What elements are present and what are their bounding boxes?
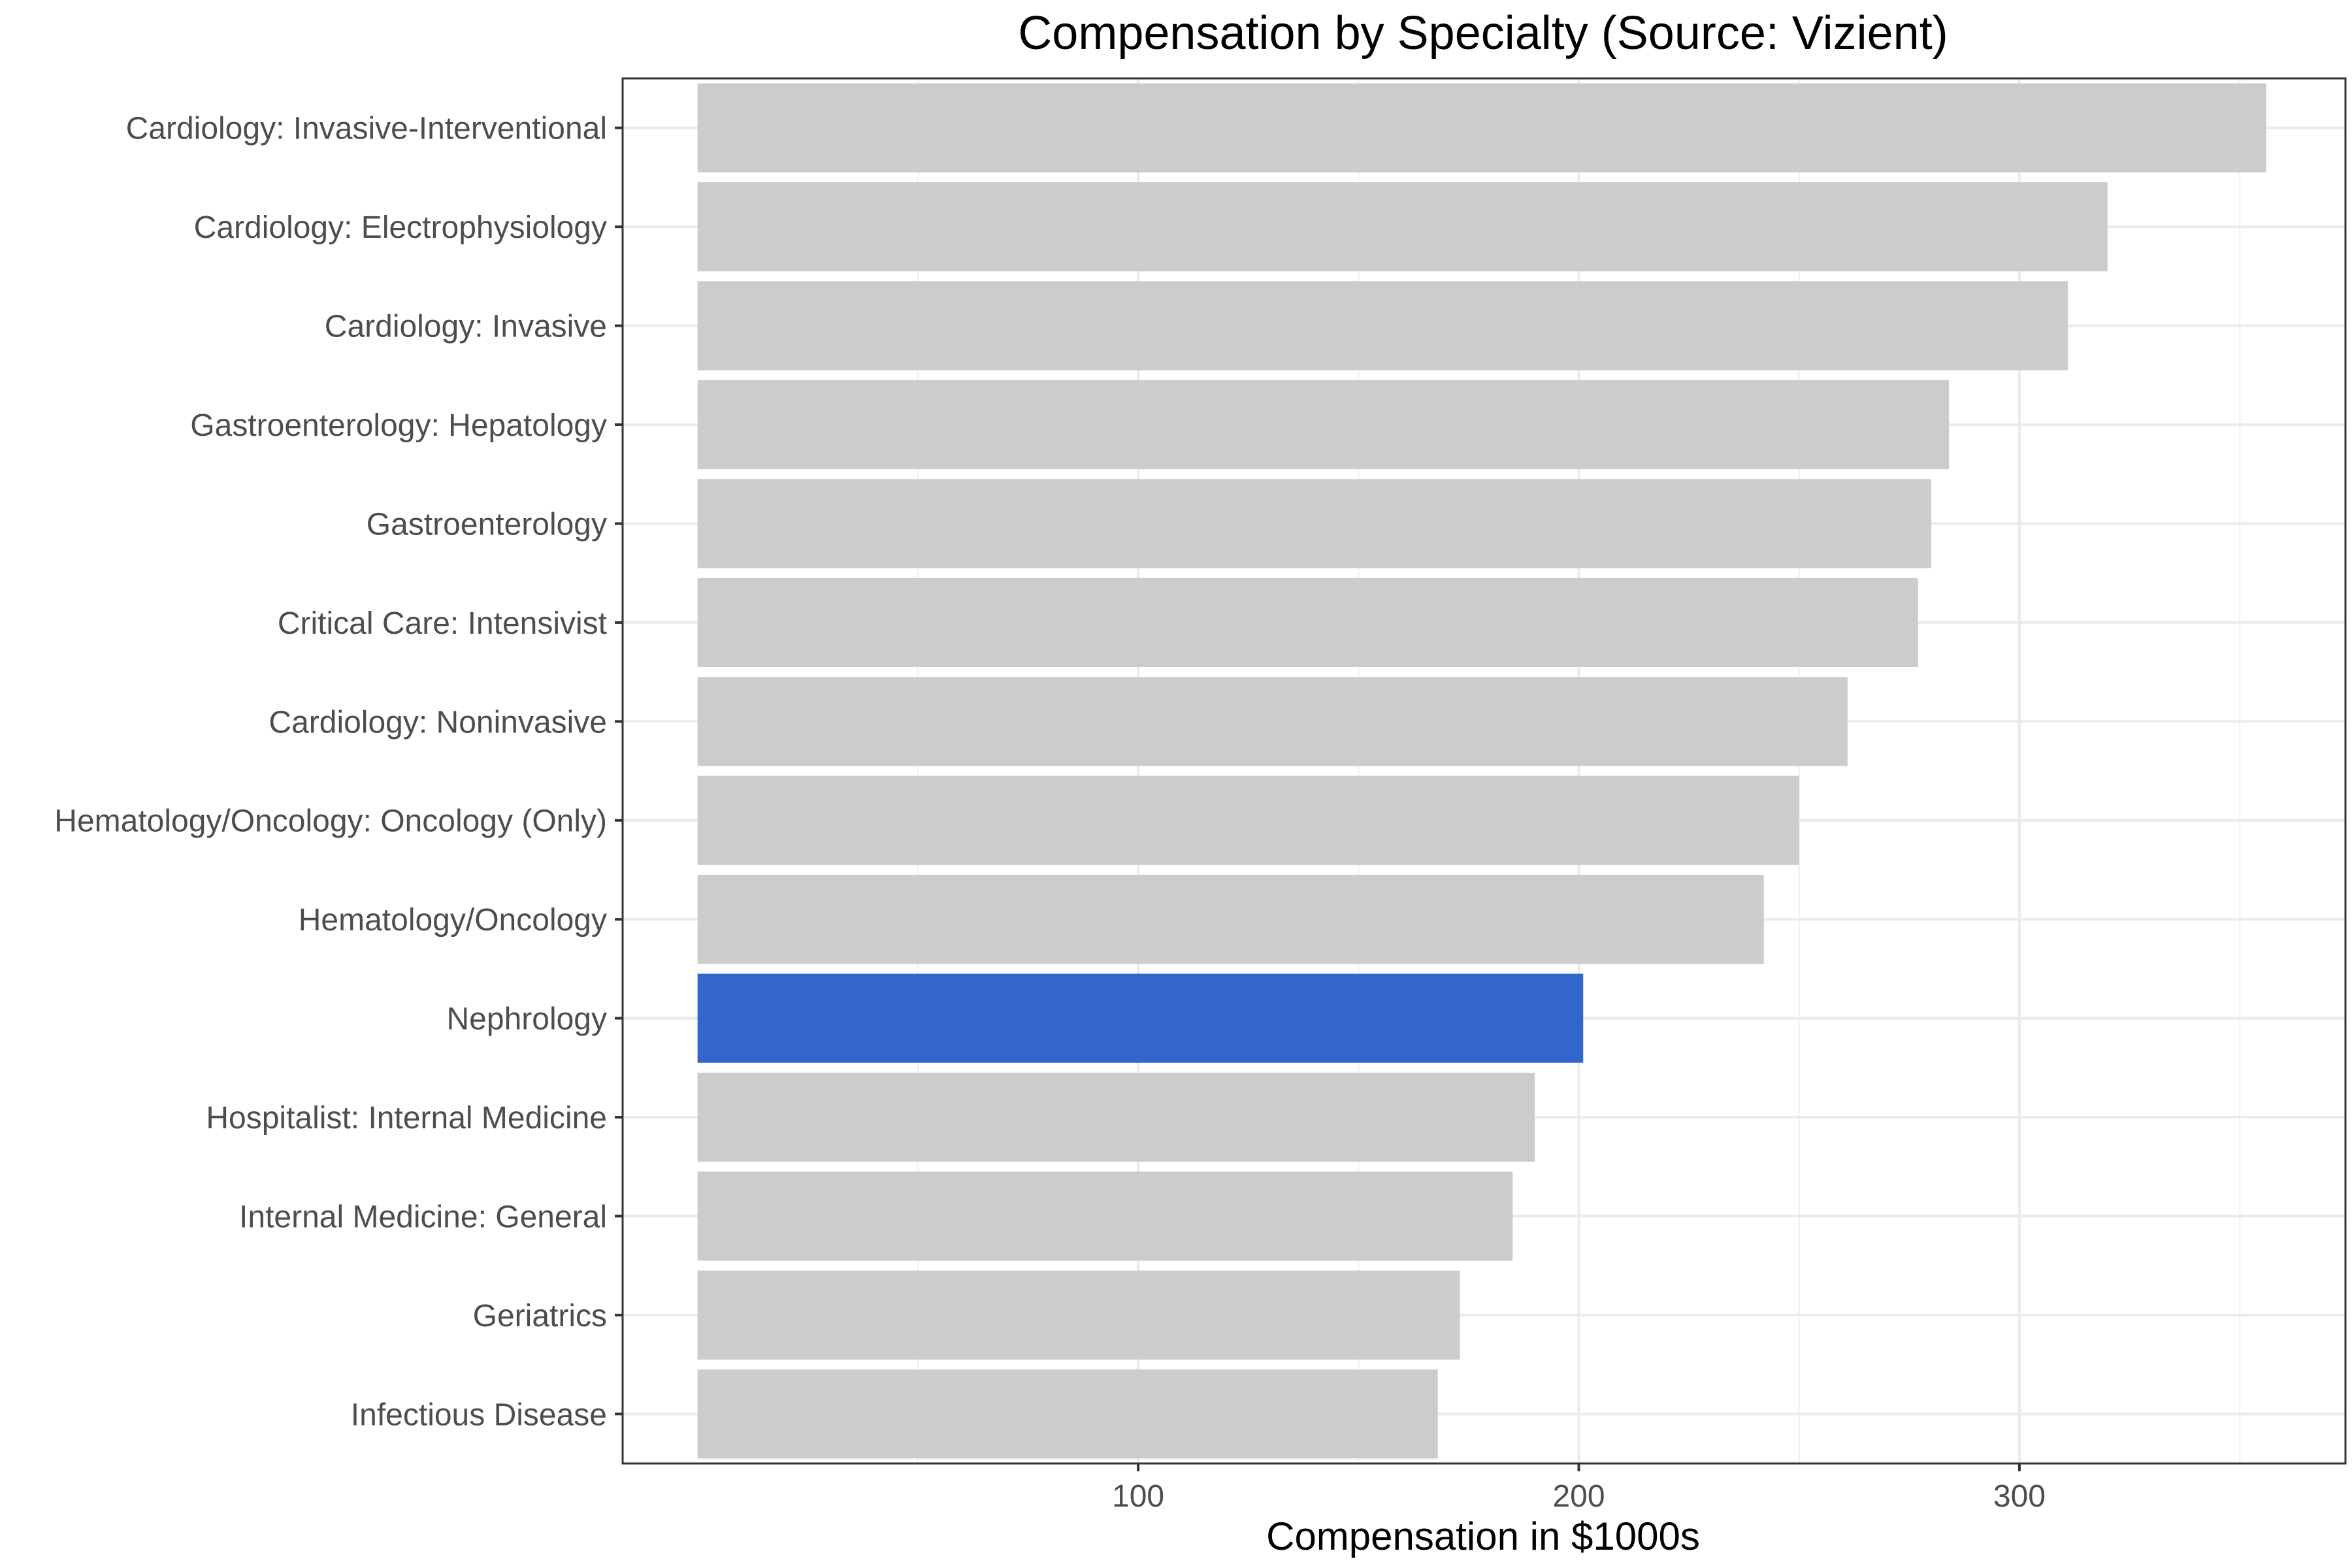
category-label: Nephrology: [447, 1002, 607, 1037]
x-tick-label: 200: [1552, 1479, 1605, 1514]
bar: [697, 1171, 1513, 1261]
category-label: Hospitalist: Internal Medicine: [206, 1101, 607, 1135]
x-axis-title: Compensation in $1000s: [1266, 1514, 1700, 1558]
bar: [697, 1072, 1535, 1162]
category-label: Gastroenterology: Hepatology: [190, 408, 607, 443]
y-axis: Cardiology: Invasive-Interventional Cardi…: [54, 112, 623, 1432]
bar: [697, 281, 2068, 370]
category-label: Geriatrics: [473, 1299, 607, 1333]
category-label: Gastroenterology: [367, 507, 607, 542]
category-label: Cardiology: Invasive: [325, 310, 607, 344]
bar: [697, 1270, 1460, 1360]
category-label: Hematology/Oncology: Oncology (Only): [54, 804, 607, 839]
bar: [697, 479, 1932, 568]
bar: [697, 578, 1918, 667]
bar: [697, 875, 1764, 964]
category-label: Cardiology: Electrophysiology: [194, 210, 607, 245]
bar: [697, 677, 1848, 766]
category-label: Hematology/Oncology: [299, 903, 607, 938]
bar: [697, 1369, 1438, 1459]
category-label: Internal Medicine: General: [239, 1200, 607, 1234]
bars: [697, 83, 2266, 1459]
x-tick-label: 100: [1112, 1479, 1164, 1514]
bar: [697, 973, 1584, 1063]
category-label: Infectious Disease: [351, 1397, 607, 1432]
bar: [697, 83, 2266, 172]
category-label: Cardiology: Invasive-Interventional: [126, 112, 607, 146]
bar: [697, 182, 2108, 272]
x-axis: 100 200 300: [1112, 1463, 2046, 1514]
category-label: Cardiology: Noninvasive: [269, 705, 607, 740]
x-tick-label: 300: [1993, 1479, 2046, 1514]
category-label: Critical Care: Intensivist: [278, 606, 607, 641]
chart-title: Compensation by Specialty (Source: Vizie…: [1018, 7, 1948, 59]
bar: [697, 380, 1950, 470]
plot-panel-border: [621, 77, 2347, 1465]
bar: [697, 776, 1799, 865]
